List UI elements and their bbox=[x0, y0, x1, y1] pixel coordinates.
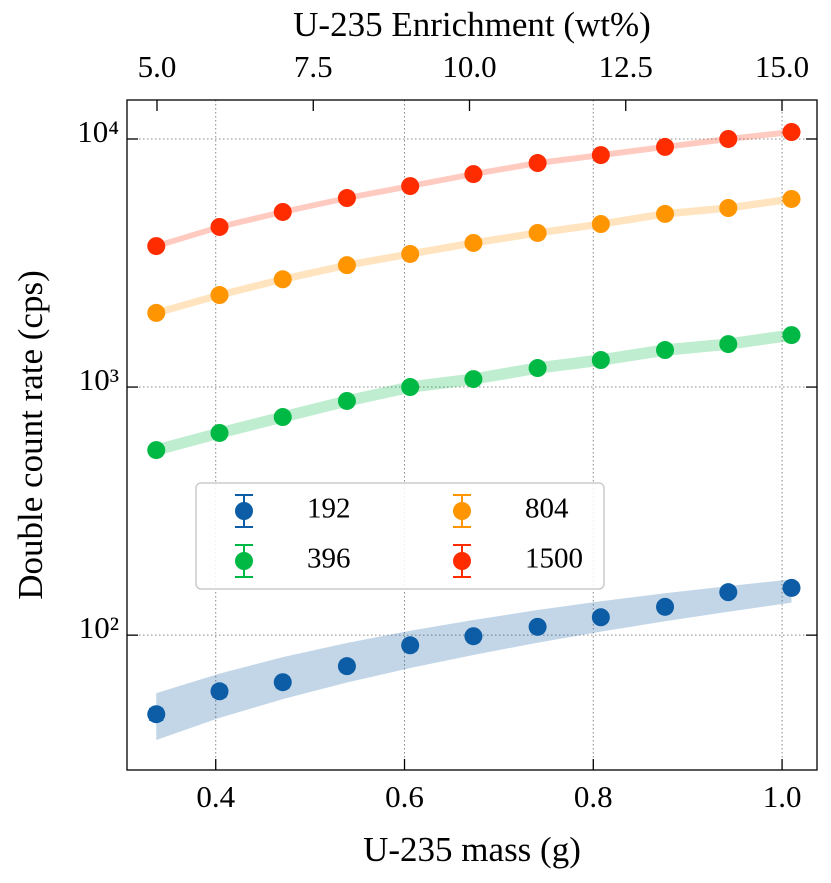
data-point bbox=[656, 204, 675, 223]
x-tick-label: 0.4 bbox=[196, 779, 235, 814]
data-point bbox=[273, 270, 292, 289]
x2-tick-label: 5.0 bbox=[138, 49, 177, 84]
y-tick-label: 10² bbox=[79, 610, 119, 645]
data-point bbox=[337, 391, 356, 410]
data-point bbox=[147, 237, 166, 256]
data-point bbox=[528, 223, 547, 242]
plot-frame bbox=[126, 99, 818, 771]
data-point bbox=[591, 215, 610, 234]
data-point bbox=[147, 303, 166, 322]
legend-marker bbox=[235, 552, 253, 570]
x-tick-label: 0.8 bbox=[574, 779, 613, 814]
legend-label: 1500 bbox=[525, 543, 583, 575]
x2-tick-label: 15.0 bbox=[755, 49, 809, 84]
data-point bbox=[591, 146, 610, 165]
legend-label: 192 bbox=[307, 493, 351, 525]
data-point bbox=[337, 657, 356, 676]
x2-tick-label: 10.0 bbox=[442, 49, 496, 84]
x2-tick-label: 7.5 bbox=[294, 49, 333, 84]
data-point bbox=[337, 189, 356, 208]
data-point bbox=[273, 673, 292, 692]
legend-box bbox=[195, 482, 605, 590]
data-point bbox=[719, 198, 738, 217]
data-point bbox=[401, 378, 420, 397]
data-point bbox=[656, 341, 675, 360]
x-tick-label: 1.0 bbox=[763, 779, 802, 814]
fit-band bbox=[156, 195, 792, 317]
legend-label: 804 bbox=[525, 493, 569, 525]
data-point bbox=[337, 256, 356, 275]
data-point bbox=[656, 597, 675, 616]
data-point bbox=[782, 122, 801, 141]
fit-band bbox=[156, 129, 792, 250]
data-point bbox=[401, 244, 420, 263]
x-tick-label: 0.6 bbox=[385, 779, 424, 814]
fit-band bbox=[156, 329, 792, 456]
data-point bbox=[528, 617, 547, 636]
plot-area bbox=[147, 122, 801, 740]
data-point bbox=[210, 682, 229, 701]
data-point bbox=[401, 177, 420, 196]
data-point bbox=[719, 129, 738, 148]
data-point bbox=[210, 217, 229, 236]
data-point bbox=[656, 137, 675, 156]
data-point bbox=[147, 705, 166, 724]
data-point bbox=[273, 408, 292, 427]
data-point bbox=[147, 441, 166, 460]
data-point bbox=[782, 189, 801, 208]
data-point bbox=[782, 578, 801, 597]
x-axis-label: U-235 mass (g) bbox=[363, 830, 581, 869]
data-point bbox=[464, 165, 483, 184]
data-point bbox=[719, 335, 738, 354]
legend-marker bbox=[453, 552, 471, 570]
y-tick-label: 10⁴ bbox=[77, 114, 119, 149]
data-point bbox=[591, 351, 610, 370]
legend-marker bbox=[453, 502, 471, 520]
data-point bbox=[591, 608, 610, 627]
data-point bbox=[464, 370, 483, 389]
x2-axis-label: U-235 Enrichment (wt%) bbox=[293, 5, 651, 44]
data-point bbox=[464, 627, 483, 646]
data-point bbox=[782, 326, 801, 345]
data-point bbox=[528, 154, 547, 173]
data-point bbox=[719, 583, 738, 602]
y-tick-label: 10³ bbox=[79, 362, 119, 397]
fit-band bbox=[156, 579, 792, 740]
data-point bbox=[528, 359, 547, 378]
data-point bbox=[273, 202, 292, 221]
data-point bbox=[210, 423, 229, 442]
data-point bbox=[210, 286, 229, 305]
data-point bbox=[401, 636, 420, 655]
legend: 192 396 804 1500 bbox=[195, 482, 605, 590]
data-point bbox=[464, 233, 483, 252]
legend-label: 396 bbox=[307, 543, 351, 575]
axes: 10² 10³ 10⁴ 0.4 0.6 0.8 1.0 5.0 7.5 10.0 12.5 15.0 bbox=[77, 49, 818, 814]
y-axis-label: Double count rate (cps) bbox=[11, 270, 50, 599]
x2-tick-label: 12.5 bbox=[599, 49, 653, 84]
legend-marker bbox=[235, 502, 253, 520]
